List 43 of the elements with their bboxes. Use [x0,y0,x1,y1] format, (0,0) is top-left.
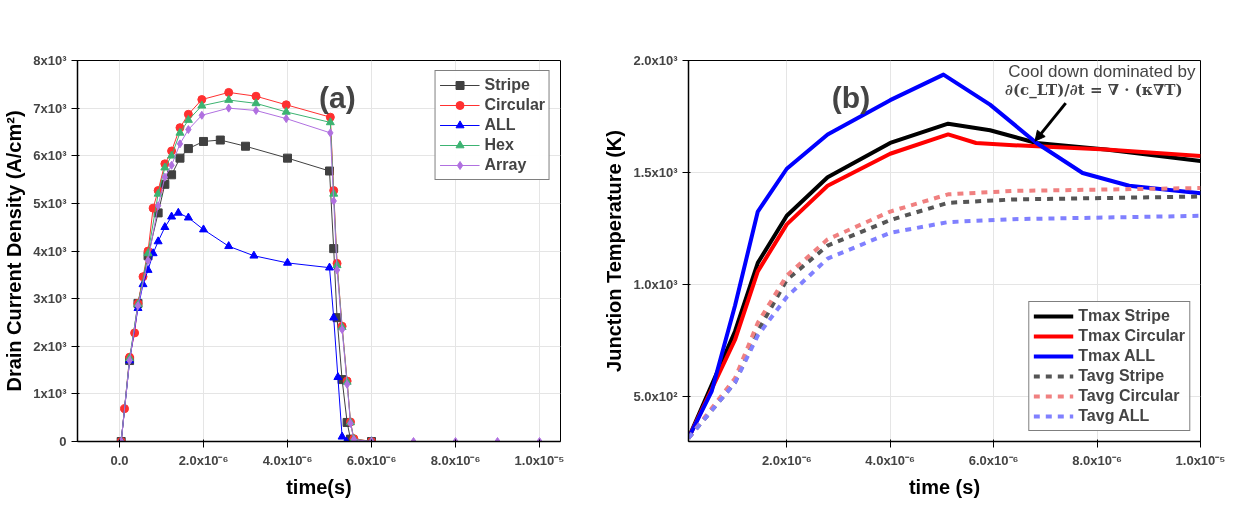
x-tick-label: 2.0x10⁻⁶ [761,452,812,468]
x-tick-label: 2.0x10⁻⁶ [178,452,229,468]
y-tick-label: 2x10³ [33,338,68,354]
y-tick-label: 1x10³ [33,386,68,402]
legend-label: Tavg ALL [1078,407,1150,425]
y-tick-label: 6x10³ [33,148,68,164]
annotation: (b) [831,80,871,114]
y-tick-label: 4x10³ [33,243,68,259]
y-tick-label: 5.0x10² [633,389,679,405]
legend-label: Stripe [484,76,530,94]
legend-label: Circular [484,96,545,114]
annotation: Cool down dominated by [1008,62,1196,82]
y-tick-label: 5x10³ [33,195,68,211]
legend-label: Tavg Circular [1078,387,1180,405]
legend-label: Tavg Stripe [1078,367,1165,385]
legend-label: Hex [484,136,514,154]
legend-label: Array [484,156,527,174]
y-axis-title: Junction Temperature (K) [603,130,626,372]
y-axis-title: Drain Current Density (A/cm²) [3,110,26,392]
y-tick-label: 1.0x10³ [633,277,679,293]
x-tick-label: 6.0x10⁻⁶ [968,452,1019,468]
x-axis-title: time (s) [908,475,981,498]
y-tick-label: 2.0x10³ [633,53,679,68]
y-tick-label: 7x10³ [33,100,68,116]
x-tick-label: 4.0x10⁻⁶ [262,452,313,468]
legend-label: Tmax Stripe [1078,307,1170,325]
annotation: (a) [319,80,356,114]
y-tick-label: 1.5x10³ [633,165,679,181]
legend-label: Tmax Circular [1078,327,1185,345]
y-tick-label: 8x10³ [33,53,68,68]
x-tick-label: 8.0x10⁻⁶ [1072,452,1122,468]
legend-label: ALL [484,116,516,134]
x-tick-label: 0.0 [110,452,129,468]
x-tick-label: 4.0x10⁻⁶ [865,452,916,468]
y-tick-label: 0 [59,434,67,449]
x-tick-label: 1.0x10⁻⁵ [1175,452,1226,468]
x-tick-label: 8.0x10⁻⁶ [430,452,481,468]
annotation: ∂(c_LT)/∂t = ∇ · (κ∇T) [1005,81,1183,100]
x-axis-title: time(s) [286,475,352,498]
x-tick-label: 1.0x10⁻⁵ [514,452,565,468]
y-tick-label: 3x10³ [33,291,68,307]
legend-label: Tmax ALL [1078,347,1156,365]
x-tick-label: 6.0x10⁻⁶ [346,452,397,468]
